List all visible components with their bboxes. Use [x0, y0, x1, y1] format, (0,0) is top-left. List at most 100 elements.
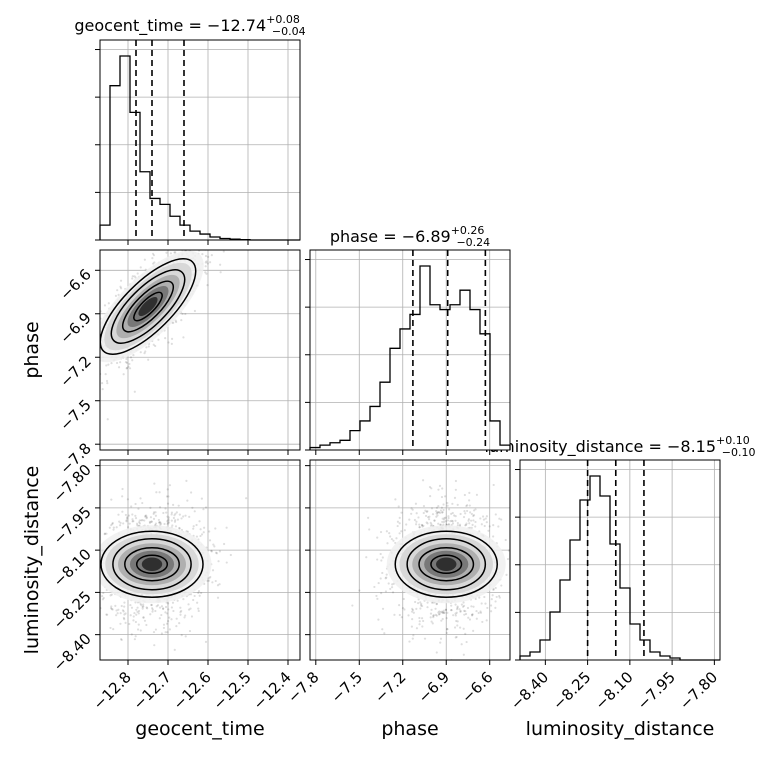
sample-point [452, 614, 455, 617]
x-tick-label: −12.8 [90, 668, 135, 713]
panel-border [519, 459, 721, 661]
sample-point [112, 526, 115, 529]
sample-point [479, 610, 482, 613]
sample-point [456, 620, 459, 623]
sample-point [184, 514, 187, 517]
sample-point [122, 373, 125, 376]
sample-point [418, 526, 421, 529]
sample-point [450, 609, 453, 612]
sample-point [441, 511, 444, 514]
sample-point [134, 635, 137, 638]
sample-point [152, 630, 156, 634]
sample-point [95, 556, 97, 558]
sample-point [204, 640, 208, 643]
sample-point [94, 393, 96, 395]
sample-point [130, 633, 133, 636]
sample-point [154, 628, 158, 631]
sample-point [146, 607, 149, 610]
sample-point [131, 277, 134, 280]
sample-point [492, 535, 495, 538]
sample-point [123, 605, 126, 608]
sample-point [119, 279, 123, 282]
sample-point [167, 619, 170, 623]
sample-point [415, 607, 418, 610]
sample-point [195, 535, 199, 538]
sample-point [453, 514, 456, 517]
sample-point [432, 614, 435, 617]
sample-point [134, 517, 138, 520]
x-tick-label: −8.25 [549, 668, 594, 713]
sample-point [435, 651, 438, 654]
sample-point [426, 606, 429, 609]
sample-point [415, 520, 418, 523]
sample-point [358, 589, 361, 592]
sample-point [465, 504, 468, 508]
sample-point [133, 611, 136, 615]
sample-point [464, 610, 467, 613]
sample-point [430, 608, 433, 611]
density-layer [88, 250, 225, 421]
sample-point [174, 519, 177, 522]
sample-point [483, 524, 486, 528]
sample-point [88, 350, 90, 352]
sample-point [412, 634, 415, 637]
sample-point [138, 519, 141, 522]
sample-point [110, 593, 113, 596]
panel-2-0: −12.8−12.7−12.6−12.5−12.4−8.40−8.25−8.10… [50, 459, 301, 713]
sample-point [410, 610, 414, 613]
sample-point [145, 516, 149, 519]
sample-point [204, 265, 207, 268]
sample-point [122, 522, 125, 525]
sample-point [380, 559, 383, 562]
sample-point [462, 604, 466, 607]
sample-point [183, 616, 186, 619]
sample-point [155, 605, 158, 608]
sample-point [125, 519, 128, 522]
sample-point [460, 643, 463, 646]
sample-point [170, 606, 173, 609]
sample-point [454, 603, 457, 606]
sample-point [437, 510, 441, 514]
sample-point [145, 346, 148, 349]
sample-point [485, 515, 488, 518]
sample-point [442, 611, 445, 615]
histogram-luminosity-distance [519, 475, 720, 661]
sample-point [141, 519, 144, 522]
sample-point [210, 549, 213, 552]
sample-point [466, 606, 470, 610]
sample-point [459, 609, 462, 613]
sample-point [430, 523, 433, 526]
sample-point [410, 507, 413, 510]
sample-point [385, 576, 388, 579]
sample-point [150, 520, 153, 523]
sample-point [376, 558, 379, 561]
sample-point [185, 530, 188, 533]
sample-point [193, 309, 197, 313]
sample-point [110, 605, 113, 608]
sample-point [95, 324, 97, 326]
sample-point [456, 521, 459, 525]
sample-point [441, 517, 444, 520]
x-tick-label: −7.95 [634, 668, 679, 713]
sample-point [465, 523, 468, 527]
sample-point [168, 616, 171, 619]
sample-point [168, 628, 171, 631]
sample-point [94, 522, 96, 524]
sample-point [175, 511, 178, 514]
sample-point [513, 556, 515, 558]
sample-point [440, 495, 444, 499]
sample-point [178, 513, 181, 516]
sample-point [418, 620, 421, 623]
sample-point [141, 607, 144, 610]
sample-point [165, 622, 169, 625]
sample-point [513, 578, 515, 580]
sample-point [215, 552, 219, 555]
sample-point [119, 285, 122, 288]
y-tick-label: −7.95 [50, 503, 95, 548]
sample-point [470, 519, 473, 522]
sample-point [470, 526, 473, 529]
sample-point [197, 609, 200, 613]
sample-point [467, 616, 470, 619]
sample-point [441, 520, 444, 524]
sample-point [506, 557, 510, 561]
